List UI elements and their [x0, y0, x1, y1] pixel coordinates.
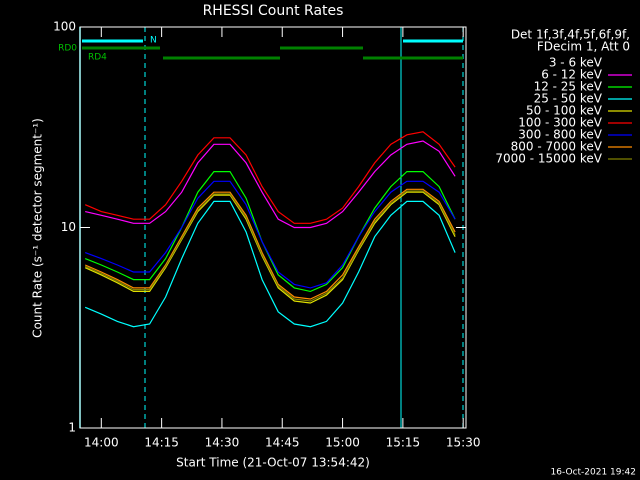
legend-label: 100 - 300 keV — [518, 116, 602, 130]
series-line — [84, 197, 456, 320]
legend-label: 7000 - 15000 keV — [495, 152, 602, 166]
chart-title: RHESSI Count Rates — [203, 3, 344, 19]
x-tick-label: 14:30 — [205, 436, 240, 450]
plot-frame — [79, 26, 467, 429]
plot-overlays: N RD0 RD4 — [58, 27, 464, 428]
legend-label: 300 - 800 keV — [518, 128, 602, 142]
series-line — [84, 171, 456, 293]
y-tick-label: 100 — [53, 20, 76, 34]
series-line — [85, 140, 456, 229]
x-axis-label: Start Time (21-Oct-07 13:54:42) — [176, 456, 370, 470]
legend-label: 3 - 6 keV — [549, 56, 603, 70]
annotation: RD4 — [88, 53, 107, 63]
legend-header: Det 1f,3f,4f,5f,6f,9f, — [511, 28, 630, 42]
annotation: N — [150, 36, 157, 46]
series-line — [84, 191, 456, 304]
y-axis-label: Count Rate (s⁻¹ detector segment⁻¹) — [31, 118, 45, 338]
legend-label: 50 - 100 keV — [526, 104, 603, 118]
x-tick-label: 15:15 — [386, 436, 421, 450]
y-tick-label: 10 — [61, 220, 76, 234]
footer: 16-Oct-2021 19:42 — [551, 468, 636, 478]
legend-label: 12 - 25 keV — [534, 80, 603, 94]
legend-label: 6 - 12 keV — [541, 68, 603, 82]
x-tick-label: 14:45 — [265, 436, 300, 450]
series-line — [84, 190, 456, 302]
annotation: RD0 — [58, 44, 77, 54]
series-line — [84, 131, 456, 224]
legend-label: 25 - 50 keV — [534, 92, 603, 106]
y-tick-label: 1 — [68, 421, 76, 435]
x-tick-label: 15:30 — [446, 436, 481, 450]
series-line — [84, 180, 456, 289]
legend-label: 800 - 7000 keV — [511, 140, 603, 154]
x-tick-label: 14:00 — [84, 436, 119, 450]
x-tick-label: 14:15 — [144, 436, 179, 450]
legend-header: FDecim 1, Att 0 — [537, 40, 630, 54]
x-tick-label: 15:00 — [325, 436, 360, 450]
series-line — [84, 188, 456, 300]
series-line — [84, 200, 456, 328]
